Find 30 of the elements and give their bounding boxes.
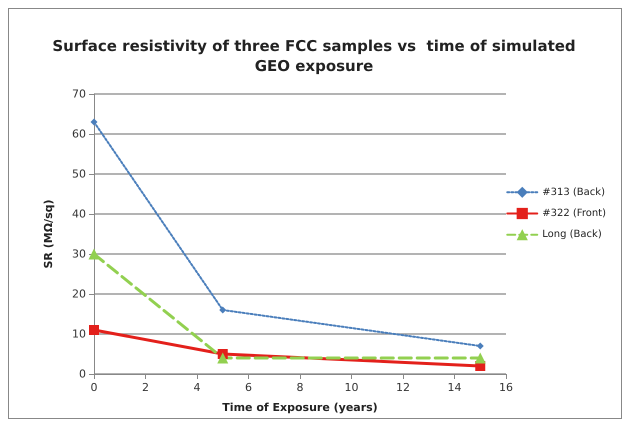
y-tick-label: 0: [79, 368, 86, 380]
x-tick-label: 12: [396, 381, 410, 394]
point: [474, 352, 486, 364]
x-axis-title: Time of Exposure (years): [222, 401, 378, 414]
y-axis-title: SR (MΩ/sq): [42, 199, 55, 269]
x-tick-label: 0: [90, 381, 98, 394]
y-tick-label: 40: [72, 208, 86, 220]
y-tick-label: 50: [72, 168, 86, 180]
point: [88, 248, 100, 260]
point: [219, 306, 226, 314]
x-tick-label: 10: [344, 381, 358, 394]
point: [90, 118, 98, 126]
y-tick-label: 20: [72, 288, 86, 300]
legend-label: #313 (Back): [542, 186, 606, 198]
point: [217, 352, 228, 364]
x-tick-label: 16: [499, 381, 513, 394]
x-tick-label: 2: [142, 381, 149, 394]
x-tick-label: 14: [448, 381, 462, 394]
x-tick-label: 6: [245, 381, 252, 394]
y-tick-label: 60: [72, 128, 86, 140]
x-tick-label: 8: [296, 381, 304, 394]
chart-title: Surface resistivity of three FCC samples vs time of simulated GEO exposure: [52, 37, 576, 75]
y-tick-label: 10: [72, 328, 86, 340]
legend-label: #322 (Front): [542, 208, 606, 219]
y-tick-label: 70: [72, 88, 86, 100]
point: [89, 325, 99, 335]
y-tick-label: 30: [72, 248, 86, 260]
point: [476, 342, 484, 350]
x-tick-label: 4: [194, 381, 200, 394]
legend-label: Long (Back): [542, 229, 602, 240]
